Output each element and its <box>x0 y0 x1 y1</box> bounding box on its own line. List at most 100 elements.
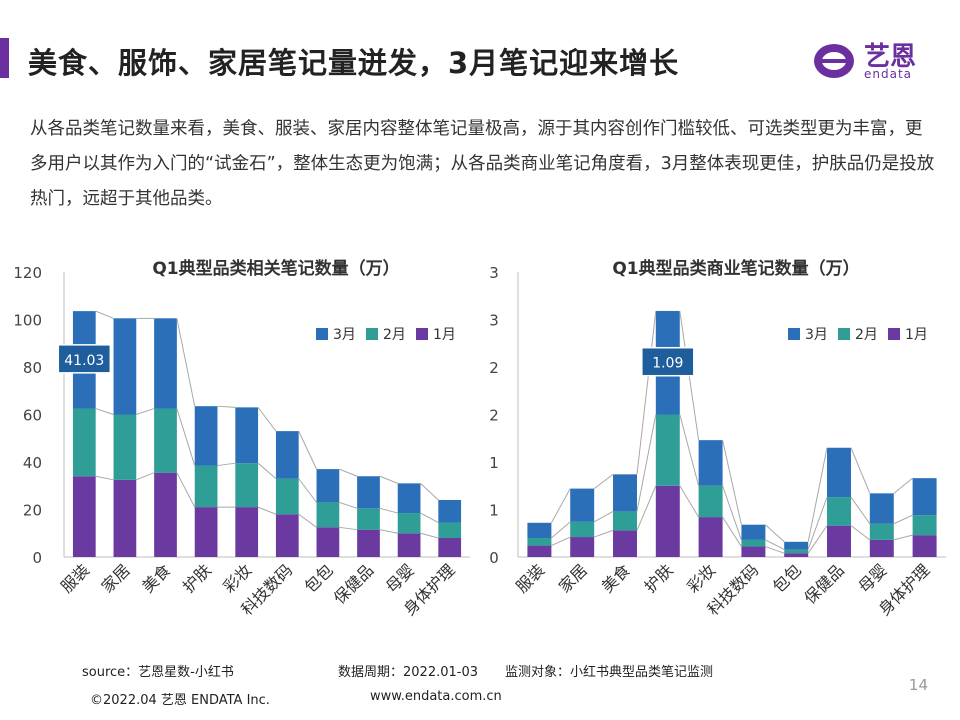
logo-subtitle: endata <box>864 67 913 81</box>
bar-1月-美食 <box>154 472 177 557</box>
bar-2月-彩妆 <box>698 485 723 518</box>
series-connector-line <box>257 506 277 515</box>
series-connector-line <box>217 405 236 408</box>
bar-2月-服装 <box>527 538 552 546</box>
y-tick-label: 1 <box>489 502 499 520</box>
period-text: 数据周期：2022.01-03 <box>338 665 478 680</box>
bar-2月-包包 <box>316 502 340 528</box>
bar-3月-科技数码 <box>275 431 299 479</box>
legend-swatch-1月 <box>416 328 428 340</box>
series-connector-line <box>765 539 785 550</box>
series-connector-line <box>679 414 700 486</box>
bar-2月-科技数码 <box>741 539 766 547</box>
series-connector-line <box>807 496 828 550</box>
series-connector-line <box>893 477 913 494</box>
bar-3月-服装 <box>527 522 552 538</box>
bar-1月-服装 <box>527 545 552 557</box>
x-category-label: 彩妆 <box>683 560 719 596</box>
x-category-label: 彩妆 <box>219 560 255 596</box>
bar-1月-包包 <box>316 527 340 557</box>
series-connector-line <box>550 488 571 524</box>
series-connector-line <box>679 485 700 518</box>
bar-1月-家居 <box>570 537 595 557</box>
x-category-label: 美食 <box>138 560 174 596</box>
bar-1月-家居 <box>113 479 137 557</box>
data-label-box <box>641 346 695 377</box>
y-tick-label: 60 <box>23 407 42 425</box>
series-connector-line <box>722 516 742 547</box>
website-link[interactable]: www.endata.com.cn <box>370 689 502 704</box>
bar-1月-服装 <box>72 476 96 557</box>
bar-3月-保健品 <box>357 476 380 509</box>
legend-swatch-2月 <box>838 328 850 340</box>
y-tick-label: 2 <box>489 407 499 425</box>
data-label: 41.03 <box>64 353 104 369</box>
series-connector-line <box>551 536 571 547</box>
series-connector-line <box>298 478 317 503</box>
series-connector-line <box>379 507 398 514</box>
bar-3月-彩妆 <box>698 440 723 486</box>
series-connector-line <box>893 534 913 541</box>
bar-1月-科技数码 <box>275 514 299 557</box>
bar-2月-包包 <box>784 549 809 554</box>
y-tick-label: 3 <box>489 264 499 282</box>
x-category-label: 家居 <box>555 560 591 596</box>
logo-name: 艺恩 <box>864 42 917 72</box>
bar-2月-母婴 <box>869 523 894 540</box>
series-connector-line <box>593 473 614 489</box>
bar-3月-护肤 <box>194 406 218 466</box>
series-connector-line <box>420 512 439 524</box>
legend-label-1月: 1月 <box>433 327 456 343</box>
bar-1月-护肤 <box>655 485 680 557</box>
bar-1月-保健品 <box>827 525 851 557</box>
bar-3月-母婴 <box>869 493 894 524</box>
bar-1月-身体护理 <box>912 535 937 557</box>
legend-label-2月: 2月 <box>855 327 878 343</box>
bar-3月-保健品 <box>827 447 851 498</box>
data-label: 1.09 <box>652 356 683 372</box>
series-connector-line <box>807 525 828 554</box>
series-connector-line <box>850 447 871 494</box>
bar-1月-彩妆 <box>698 517 723 557</box>
series-connector-line <box>298 513 317 528</box>
series-connector-line <box>636 310 657 475</box>
bar-1月-身体护理 <box>438 538 462 557</box>
series-connector-line <box>722 440 742 525</box>
x-category-label: 保健品 <box>330 560 377 607</box>
bar-3月-美食 <box>154 318 177 409</box>
series-connector-line <box>339 526 358 531</box>
bar-3月-彩妆 <box>235 407 259 464</box>
bar-1月-彩妆 <box>235 507 259 557</box>
bar-2月-服装 <box>72 408 96 477</box>
copyright-text: ©2022.04 艺恩 ENDATA Inc. <box>90 693 270 708</box>
legend-swatch-2月 <box>366 328 378 340</box>
x-category-label: 包包 <box>769 560 805 596</box>
series-connector-line <box>95 475 114 481</box>
y-tick-label: 0 <box>32 549 42 567</box>
series-connector-line <box>765 524 785 543</box>
legend-label-3月: 3月 <box>805 327 828 343</box>
series-connector-line <box>339 468 358 477</box>
series-connector-line <box>636 414 657 512</box>
bar-2月-身体护理 <box>912 515 937 536</box>
bar-1月-母婴 <box>869 539 894 557</box>
x-category-label: 服装 <box>57 560 93 596</box>
series-connector-line <box>636 485 657 531</box>
series-connector-line <box>257 407 277 432</box>
legend-label-3月: 3月 <box>333 327 356 343</box>
y-tick-label: 80 <box>23 359 42 377</box>
description-text: 从各品类笔记数量来看，美食、服装、家居内容整体笔记量极高，源于其内容创作门槛较低… <box>30 119 935 209</box>
y-tick-label: 20 <box>23 502 42 520</box>
source-text: source：艺恩星数-小红书 <box>82 665 234 680</box>
bar-3月-美食 <box>613 474 637 512</box>
series-connector-line <box>176 472 196 508</box>
bar-3月-家居 <box>570 488 595 522</box>
bar-2月-美食 <box>613 511 637 531</box>
x-category-label: 护肤 <box>641 560 677 596</box>
series-connector-line <box>420 532 439 539</box>
x-category-label: 家居 <box>98 560 134 596</box>
y-tick-label: 1 <box>489 454 499 472</box>
bar-1月-包包 <box>784 553 809 557</box>
bar-2月-保健品 <box>357 508 380 530</box>
bar-2月-母婴 <box>397 513 421 534</box>
